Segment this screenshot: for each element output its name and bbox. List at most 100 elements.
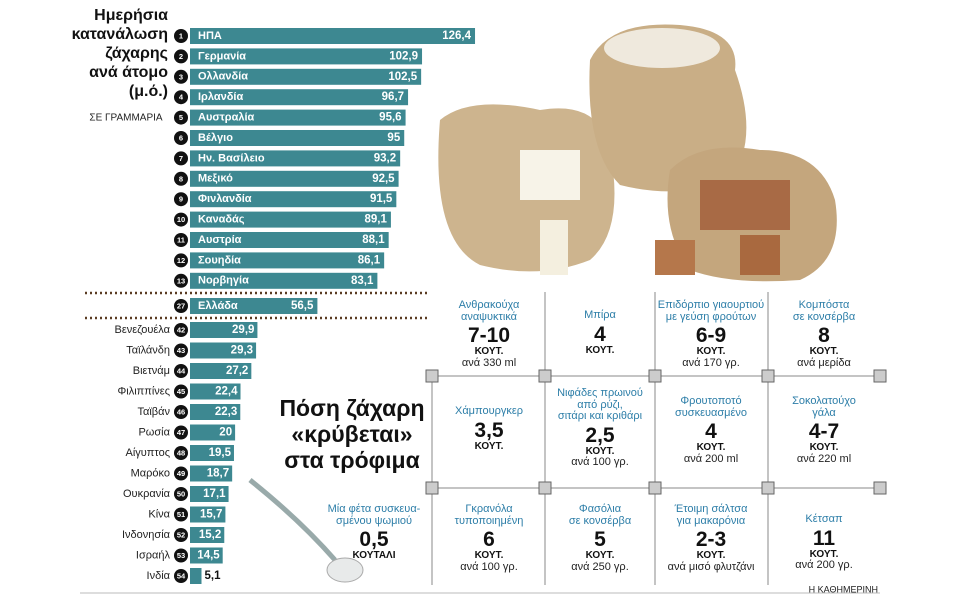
rank-label: 10	[177, 215, 185, 224]
bar	[190, 547, 223, 564]
food-name: με γεύση φρούτων	[665, 310, 757, 323]
rank-badge	[174, 384, 188, 399]
rank-label: 42	[177, 325, 185, 334]
bar	[190, 89, 409, 106]
food-name: Ανθρακούχα	[458, 299, 520, 311]
food-unit: ΚΟΥΤ.	[809, 548, 839, 560]
rank-badge	[174, 364, 188, 378]
food-name: συσκευασμένο	[674, 406, 748, 419]
food-unit: ΚΟΥΤ.	[474, 550, 504, 562]
food-name: σε κονσέρβα	[792, 310, 856, 323]
value-label: 89,1	[365, 214, 388, 226]
value-label: 96,7	[382, 91, 404, 103]
food-cell: Επιδόρπιο γιαουρτιού με γεύση φρούτων 6-9 Κ…	[655, 299, 767, 369]
food-name: Επιδόρπιο γιαουρτιού	[657, 299, 765, 311]
rank-badge	[174, 487, 188, 501]
food-amount: 4	[705, 420, 717, 444]
food-name: Φρουτοποτό	[680, 395, 742, 407]
rank-label: 11	[177, 235, 185, 244]
food-amount: 4-7	[808, 420, 840, 444]
value-label: 17,1	[203, 488, 226, 500]
rank-label: 45	[177, 387, 185, 396]
bar	[190, 322, 258, 338]
food-name: αναψυκτικά	[460, 310, 518, 323]
value-label: 14,5	[197, 550, 220, 562]
food-amount: 4	[594, 322, 606, 346]
food-cell: Κομπόστα σε κονσέρβα 8 ΚΟΥΤ. ανά μερίδα	[768, 299, 880, 369]
subtitle: ΣΕ ΓΡΑΜΜΑΡΙΑ	[89, 113, 163, 124]
category-label: Σουηδία	[198, 254, 241, 266]
rank-label: 2	[179, 52, 183, 61]
rank-label: 7	[179, 154, 183, 163]
value-label: 93,2	[374, 152, 396, 164]
rank-label: 8	[179, 174, 183, 183]
food-amount: 8	[818, 324, 830, 348]
rank-label: 54	[177, 571, 186, 580]
rank-label: 47	[177, 428, 185, 437]
category-label: Βέλγιο	[198, 132, 233, 144]
category-label: Αίγυπτος	[126, 447, 171, 459]
food-name: Έτοιμη σάλτσα	[674, 503, 748, 515]
bar	[190, 252, 385, 269]
food-unit: ΚΟΥΤ.	[585, 344, 615, 356]
rank-label: 48	[177, 448, 185, 457]
bar	[190, 272, 378, 289]
value-label: 92,5	[372, 173, 395, 185]
rank-label: 49	[177, 469, 185, 478]
bar	[190, 363, 252, 379]
food-amount: 3,5	[474, 418, 504, 442]
food-unit: ΚΟΥΤ.	[696, 346, 726, 358]
bar	[190, 28, 476, 44]
food-portion: ανά μισό φλυτζάνι	[667, 560, 755, 573]
bar	[190, 150, 401, 167]
food-amount: 2,5	[585, 423, 615, 447]
rank-badge	[174, 299, 188, 313]
rank-label: 52	[177, 530, 185, 539]
food-amount: 7-10	[467, 324, 511, 348]
food-portion: ανά 220 ml	[796, 452, 852, 465]
food-unit: ΚΟΥΤ.	[696, 442, 726, 454]
value-label: 88,1	[362, 234, 385, 246]
food-cell: Χάμπουργκερ 3,5 ΚΟΥΤ.	[433, 405, 545, 452]
bar	[190, 342, 257, 359]
rank-label: 51	[177, 510, 185, 519]
rank-badge	[174, 110, 188, 125]
rank-label: 12	[177, 256, 185, 265]
category-label: ΗΠΑ	[198, 30, 222, 42]
food-amount: 11	[812, 526, 836, 550]
category-label: Νορβηγία	[198, 275, 249, 287]
value-label: 18,7	[207, 468, 229, 480]
category-label: Κίνα	[148, 508, 170, 520]
bar	[190, 68, 422, 85]
rank-badge	[174, 69, 188, 84]
category-label: Φινλανδία	[198, 193, 252, 205]
food-cell: Φασόλια σε κονσέρβα 5 ΚΟΥΤ. ανά 250 γρ.	[544, 503, 656, 573]
food-name: σε κονσέρβα	[568, 514, 632, 527]
rank-label: 1	[179, 31, 183, 40]
food-amount: 6	[483, 528, 495, 552]
rank-label: 5	[179, 113, 183, 122]
food-unit: ΚΟΥΤ.	[474, 440, 504, 452]
food-amount: 5	[594, 528, 606, 552]
rank-badge	[174, 29, 188, 43]
value-label: 15,7	[200, 509, 222, 521]
food-cell: Ανθρακούχα αναψυκτικά 7-10 ΚΟΥΤ. ανά 330 ml	[433, 299, 545, 369]
food-unit: ΚΟΥΤ.	[809, 442, 839, 454]
value-label: 22,3	[215, 406, 237, 418]
chart-title: ζάχαρης	[105, 45, 168, 62]
food-name: Νιφάδες πρωινού	[557, 387, 643, 399]
category-label: Ινδονησία	[122, 529, 171, 541]
value-label: 102,9	[389, 50, 418, 62]
food-portion: ανά μερίδα	[797, 356, 851, 369]
value-label: 15,2	[199, 529, 221, 541]
food-cell: Κέτσαπ 11 ΚΟΥΤ. ανά 200 γρ.	[768, 513, 880, 572]
rank-badge	[174, 405, 188, 419]
rank-label: 6	[179, 133, 183, 142]
food-name: Σοκολατούχο	[792, 395, 856, 407]
food-portion: ανά 250 γρ.	[571, 560, 629, 573]
rank-badge	[174, 273, 188, 288]
category-label: Ουκρανία	[123, 488, 171, 500]
bar	[190, 191, 397, 208]
bar	[190, 465, 233, 482]
rank-label: 9	[179, 195, 183, 204]
